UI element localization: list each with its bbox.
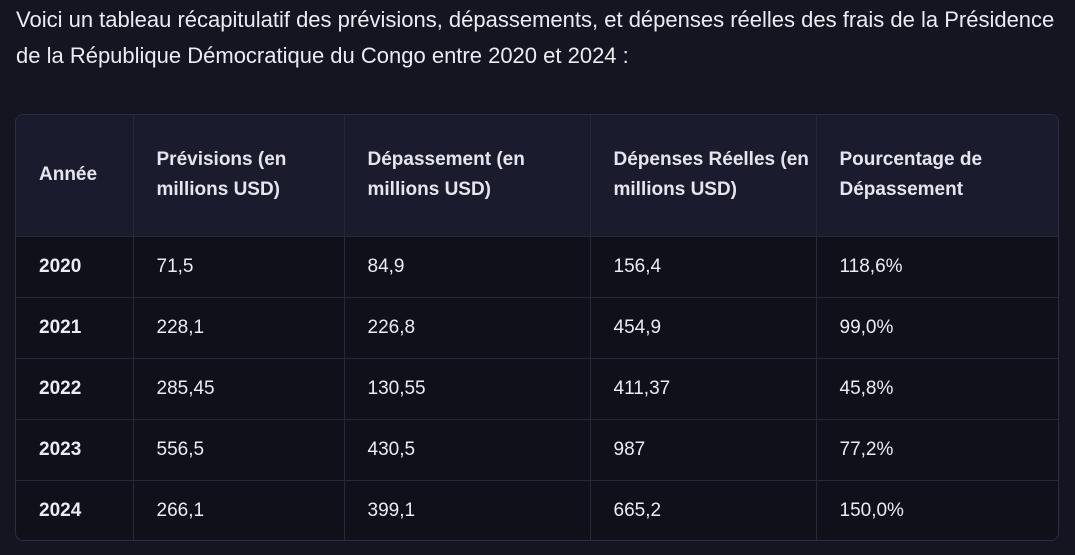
cell-depassement: 130,55 [344,358,591,419]
cell-year: 2022 [16,358,134,419]
summary-table: Année Prévisions (en millions USD) Dépas… [16,115,1058,540]
header-cell-previsions: Prévisions (en millions USD) [133,115,345,236]
cell-previsions: 266,1 [133,480,345,540]
cell-depassement: 226,8 [344,297,591,358]
header-cell-depassement: Dépassement (en millions USD) [344,115,591,236]
cell-pourcentage: 45,8% [839,377,894,399]
cell-depassement: 399,1 [344,480,591,540]
table-row: 2021 228,1 226,8 454,9 99,0% [16,297,1058,358]
cell-depenses-reelles: 411,37 [590,358,817,419]
table-row: 2022 285,45 130,55 411,37 45,8% [16,358,1058,419]
intro-paragraph: Voici un tableau récapitulatif des prévi… [16,7,1055,68]
cell-previsions: 71,5 [133,236,345,297]
cell-year: 2021 [16,297,134,358]
summary-table-container: Année Prévisions (en millions USD) Dépas… [15,114,1059,541]
cell-year: 2024 [16,480,134,540]
cell-depassement: 430,5 [344,419,591,480]
cell-depenses-reelles: 156,4 [590,236,817,297]
cell-year: 2020 [16,236,134,297]
table-body: 2020 71,5 84,9 156,4 118,6% 2021 228,1 2… [16,236,1058,540]
cell-pourcentage: 118,6% [839,255,903,277]
table-header: Année Prévisions (en millions USD) Dépas… [16,115,1058,236]
cell-pourcentage: 99,0% [839,316,894,338]
cell-depassement: 84,9 [344,236,591,297]
cell-depenses-reelles: 454,9 [590,297,817,358]
cell-pourcentage: 77,2% [839,438,894,460]
cell-previsions: 285,45 [133,358,345,419]
cell-previsions: 556,5 [133,419,345,480]
table-row: 2020 71,5 84,9 156,4 118,6% [16,236,1058,297]
header-cell-depenses-reelles: Dépenses Réelles (en millions USD) [590,115,817,236]
cell-depenses-reelles: 987 [590,419,817,480]
table-row: 2024 266,1 399,1 665,2 150,0% [16,480,1058,540]
header-cell-annee: Année [16,115,134,236]
table-row: 2023 556,5 430,5 987 77,2% [16,419,1058,480]
cell-depenses-reelles: 665,2 [590,480,817,540]
cell-year: 2023 [16,419,134,480]
header-row: Année Prévisions (en millions USD) Dépas… [16,115,1058,236]
header-cell-pourcentage: Pourcentage de Dépassement [839,149,983,201]
cell-pourcentage: 150,0% [839,499,904,521]
cell-previsions: 228,1 [133,297,345,358]
